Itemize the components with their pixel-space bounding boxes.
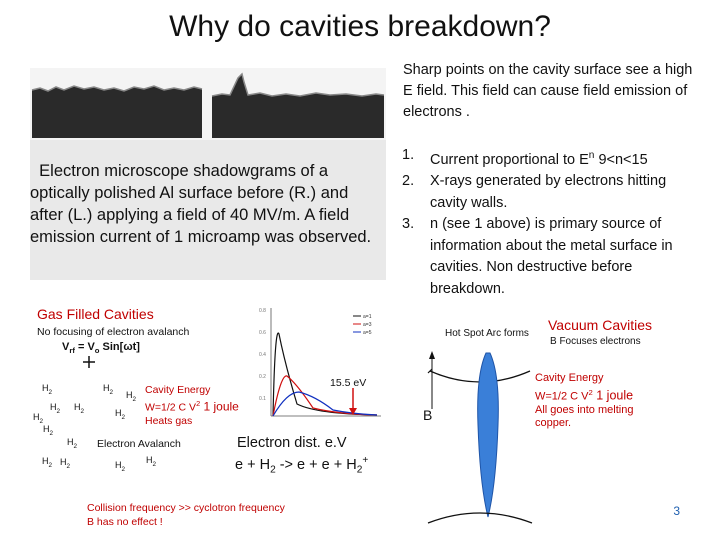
page-number: 3 <box>673 504 680 518</box>
collision-note: Collision frequency >> cyclotron frequen… <box>87 502 285 528</box>
breakdown-list: 1. Current proportional to En 9<n<15 2. X-… <box>402 145 702 300</box>
legend-entry: a=1 <box>363 314 372 320</box>
h2-label: H2 <box>50 402 61 415</box>
plus-sign-icon <box>83 356 95 368</box>
h2-label: H2 <box>60 457 71 470</box>
vacuum-energy-text: Cavity Energy W=1/2 C V2 1 joule All goe… <box>535 372 634 430</box>
electron-dist-label: Electron dist. e.V <box>237 435 347 451</box>
legend-entry: a=3 <box>363 322 372 328</box>
h2-label: H2 <box>103 383 114 396</box>
list-item: 3. n (see 1 above) is primary source of i… <box>402 216 673 297</box>
h2-label: H2 <box>43 424 54 437</box>
h2-label: H2 <box>115 460 126 473</box>
legend-entry: a=5 <box>363 330 372 336</box>
h2-label: H2 <box>42 456 53 469</box>
b-focus-label: B Focuses electrons <box>550 336 641 347</box>
list-item: 2. X-rays generated by electrons hitting … <box>402 173 667 211</box>
h2-label: H2 <box>126 390 137 403</box>
b-field-label: B <box>423 407 433 423</box>
h2-label: H2 <box>74 402 85 415</box>
micrograph-right-strip <box>211 72 385 138</box>
hot-spot-label: Hot Spot Arc forms <box>445 328 529 339</box>
svg-text:0.2: 0.2 <box>259 374 266 380</box>
svg-text:0.4: 0.4 <box>259 352 266 358</box>
ionization-reaction: e + H2 -> e + e + H2+ <box>235 455 369 476</box>
vacuum-cavities-title: Vacuum Cavities <box>548 317 653 333</box>
page-title: Why do cavities breakdown? <box>169 10 551 43</box>
svg-text:0.8: 0.8 <box>259 308 266 314</box>
svg-text:0.1: 0.1 <box>259 396 266 402</box>
intro-text: Sharp points on the cavity surface see a… <box>403 62 693 120</box>
list-item: 1. Current proportional to En 9<n<15 <box>402 147 648 168</box>
caption-text: Electron microscope shadowgrams of a opt… <box>30 162 372 246</box>
h2-label: H2 <box>33 412 44 425</box>
micrograph-left-strip <box>31 85 203 138</box>
gas-energy-text: Cavity Energy W=1/2 C V2 1 joule Heats g… <box>145 384 239 427</box>
h2-label: H2 <box>42 383 53 396</box>
arc-electrode-diagram <box>427 351 533 524</box>
h2-label: H2 <box>115 408 126 421</box>
micrograph-caption: Electron microscope shadowgrams of a opt… <box>30 160 382 248</box>
svg-text:0.6: 0.6 <box>259 330 266 336</box>
ev-threshold-label: 15.5 eV <box>330 377 367 389</box>
gas-no-focus: No focusing of electron avalanch <box>37 326 190 338</box>
electron-avalanch-label: Electron Avalanch <box>97 438 181 450</box>
micrograph-before-after <box>30 68 386 280</box>
electron-distribution-plot: 0.8 0.6 0.4 0.2 0.1 a=1 a=3 a=5 <box>257 304 387 426</box>
h2-label: H2 <box>146 455 157 468</box>
vrf-formula: Vrf = Vo Sin[ωt] <box>62 341 140 356</box>
h2-label: H2 <box>67 437 78 450</box>
gas-cavities-title: Gas Filled Cavities <box>37 306 154 322</box>
